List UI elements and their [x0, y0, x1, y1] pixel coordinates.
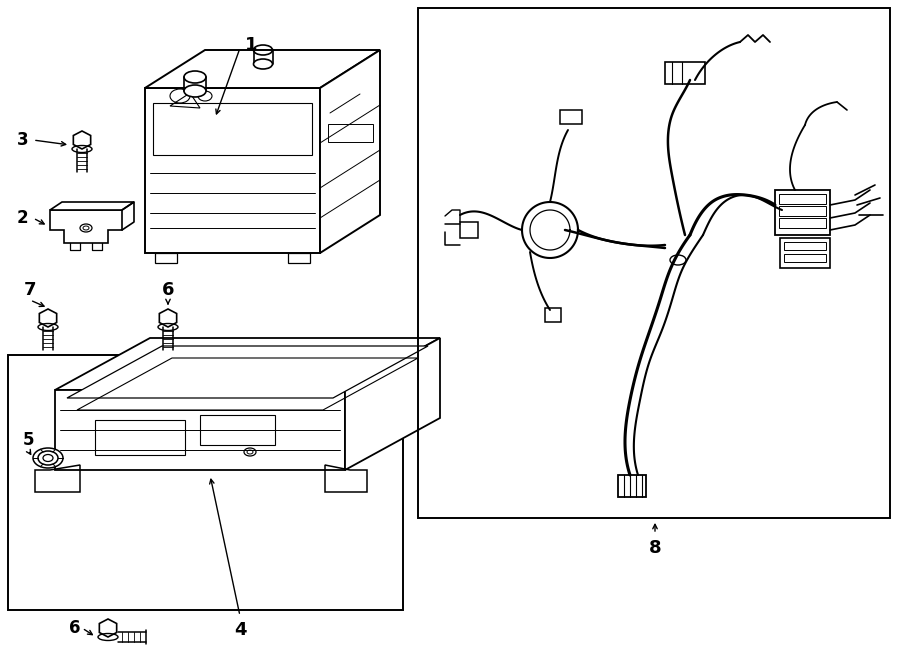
Bar	[418, 8, 890, 518]
Polygon shape	[145, 88, 320, 253]
Text: 8: 8	[649, 539, 662, 557]
Ellipse shape	[254, 59, 273, 69]
Text: 4: 4	[234, 621, 247, 639]
Polygon shape	[55, 390, 345, 470]
Polygon shape	[50, 210, 122, 243]
Text: 5: 5	[22, 431, 34, 449]
Text: 1: 1	[245, 36, 257, 54]
Text: 7: 7	[23, 281, 36, 299]
Polygon shape	[67, 346, 428, 398]
Bar	[665, 62, 705, 84]
Polygon shape	[320, 50, 380, 253]
Text: 2: 2	[16, 209, 28, 227]
Bar	[779, 206, 826, 216]
Bar	[779, 194, 826, 204]
Polygon shape	[345, 338, 440, 470]
Bar	[780, 238, 830, 268]
Bar	[784, 242, 826, 250]
Bar	[8, 355, 403, 610]
Ellipse shape	[184, 85, 206, 97]
Text: 6: 6	[68, 619, 80, 637]
Bar	[779, 218, 826, 228]
Bar	[153, 103, 312, 155]
Bar	[328, 124, 373, 142]
Ellipse shape	[38, 451, 58, 465]
Bar	[460, 222, 478, 238]
Bar	[560, 110, 582, 124]
Polygon shape	[55, 338, 440, 390]
Polygon shape	[50, 202, 134, 210]
Bar	[618, 475, 646, 497]
Bar	[775, 190, 830, 235]
Polygon shape	[145, 50, 380, 88]
Text: 6: 6	[162, 281, 175, 299]
Ellipse shape	[33, 448, 63, 468]
Bar	[545, 308, 561, 322]
Bar	[784, 254, 826, 262]
Text: 3: 3	[16, 131, 28, 149]
